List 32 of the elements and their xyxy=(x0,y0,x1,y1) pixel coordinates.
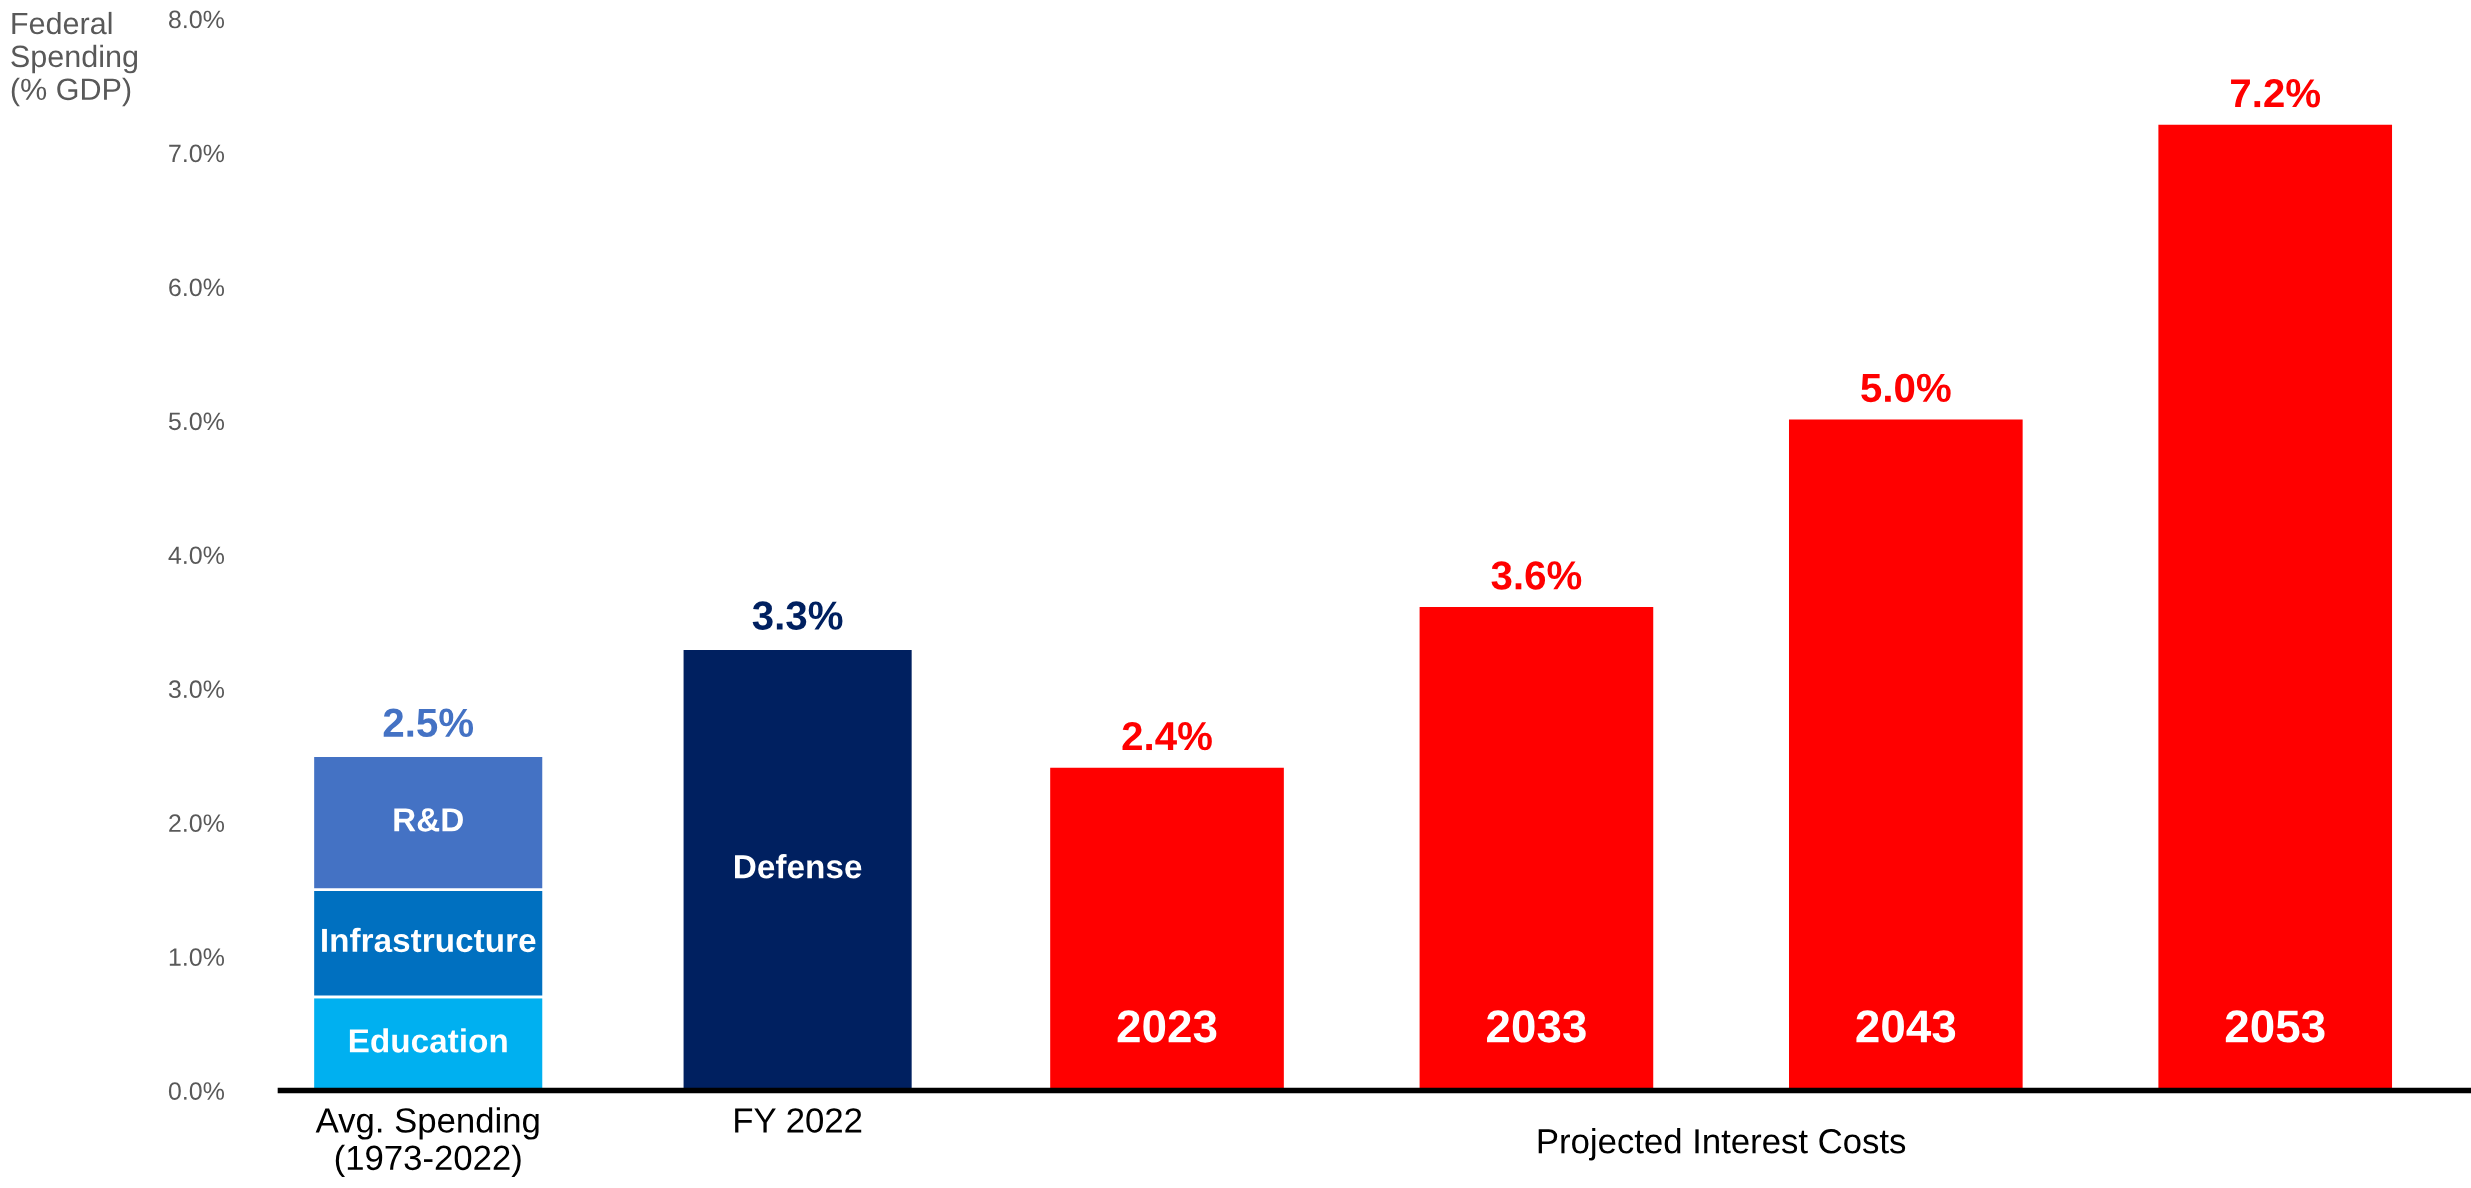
x-tick-label: 2023 xyxy=(1117,1010,1217,1043)
x-tick-label: 2033 xyxy=(1487,1010,1586,1043)
total-label: 3.6% xyxy=(1491,561,1582,590)
y-axis-title: Federal Spending (% GDP) xyxy=(11,11,138,107)
y-tick-label: 0.0% xyxy=(168,1082,225,1100)
series-label: R&D xyxy=(394,808,463,832)
bar xyxy=(680,647,915,1091)
series-label: Defense xyxy=(735,854,862,879)
x-tick-label: 2053 xyxy=(2225,1010,2325,1043)
bar xyxy=(1050,767,1284,1091)
x-tick-label: 2043 xyxy=(1856,1010,1956,1043)
x-tick-label: Avg. Spending (1973-2022) xyxy=(315,1107,539,1177)
y-tick-label: 4.0% xyxy=(168,546,225,565)
y-tick-label: 2.0% xyxy=(169,814,225,832)
bar xyxy=(2158,124,2393,1091)
y-tick-label: 5.0% xyxy=(168,412,225,431)
bar xyxy=(1788,419,2023,1091)
total-label: 2.4% xyxy=(1122,721,1212,751)
text: Projected Interest Costs xyxy=(1538,1128,1906,1161)
total-label: 2.5% xyxy=(383,708,474,738)
series-label: Education xyxy=(349,1028,507,1053)
y-tick-label: 1.0% xyxy=(169,948,225,966)
y-tick-label: 3.0% xyxy=(168,680,225,699)
y-tick-label: 8.0% xyxy=(169,10,225,29)
total-label: 5.0% xyxy=(1861,373,1951,403)
y-tick-label: 7.0% xyxy=(169,144,225,163)
x-tick-label: FY 2022 xyxy=(735,1108,862,1133)
bar xyxy=(1419,606,1654,1091)
series-label: Infrastructure xyxy=(322,927,536,953)
total-label: 3.3% xyxy=(752,601,843,630)
total-label: 7.2% xyxy=(2231,78,2321,108)
y-tick-label: 6.0% xyxy=(169,278,225,297)
